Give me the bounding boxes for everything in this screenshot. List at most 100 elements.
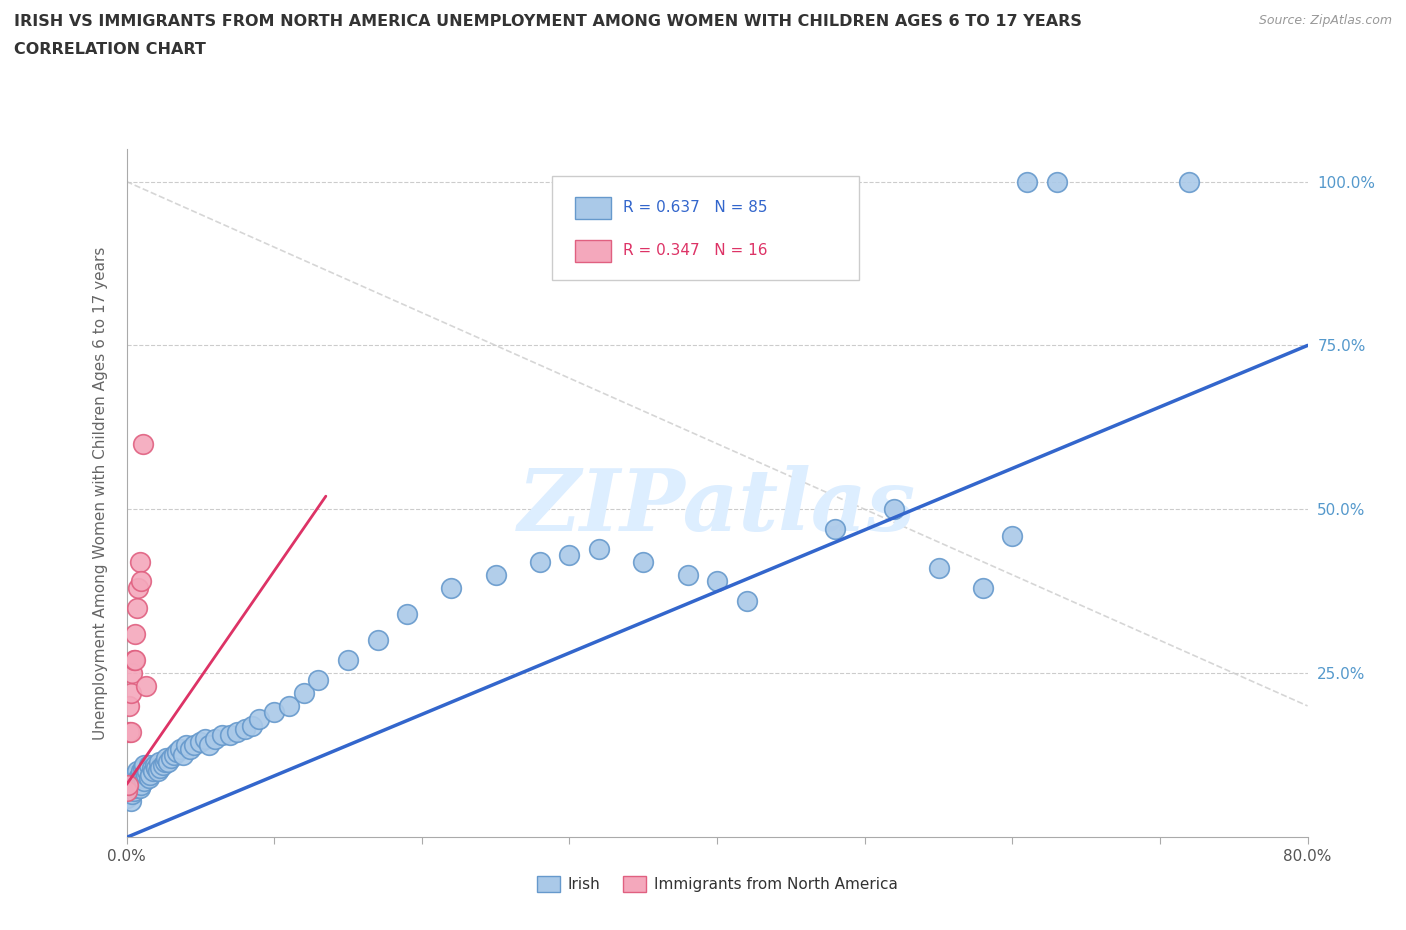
Point — [124, 767, 146, 782]
Bar — [575, 240, 610, 262]
Point — [529, 554, 551, 569]
Point — [115, 784, 138, 799]
Point — [141, 761, 163, 776]
Point — [1178, 174, 1201, 189]
Point — [115, 790, 138, 805]
Point — [122, 771, 145, 786]
Point — [179, 741, 201, 756]
Point — [367, 633, 389, 648]
Point — [118, 777, 141, 792]
Point — [558, 548, 581, 563]
Point — [128, 554, 150, 569]
Point — [292, 685, 315, 700]
Point — [198, 737, 221, 752]
Point — [156, 754, 179, 769]
Point — [166, 744, 188, 759]
Point — [134, 757, 156, 772]
Point — [163, 748, 186, 763]
Point — [149, 761, 172, 776]
Point — [132, 436, 155, 451]
Point — [160, 751, 183, 765]
Point — [120, 780, 142, 795]
Point — [1017, 174, 1039, 189]
Text: CORRELATION CHART: CORRELATION CHART — [14, 42, 205, 57]
Point — [337, 653, 360, 668]
Point — [169, 741, 191, 756]
Point — [928, 561, 950, 576]
Point — [172, 748, 194, 763]
Text: R = 0.637   N = 85: R = 0.637 N = 85 — [623, 200, 768, 215]
Point — [188, 735, 212, 750]
Point — [127, 580, 149, 595]
Point — [233, 722, 256, 737]
Point — [148, 754, 170, 769]
Point — [396, 606, 419, 621]
Point — [127, 774, 149, 789]
Point — [263, 705, 285, 720]
Point — [132, 761, 155, 776]
Point — [124, 627, 146, 642]
Point — [278, 698, 301, 713]
Point — [125, 600, 148, 615]
Point — [1001, 528, 1024, 543]
Point — [128, 780, 150, 795]
Point — [117, 777, 139, 792]
Point — [139, 767, 162, 782]
Point — [120, 724, 142, 739]
Point — [138, 771, 160, 786]
Point — [121, 666, 143, 681]
Point — [440, 580, 463, 595]
Point — [1046, 174, 1069, 189]
Point — [120, 685, 142, 700]
Bar — [575, 196, 610, 219]
Point — [127, 771, 149, 786]
Text: IRISH VS IMMIGRANTS FROM NORTH AMERICA UNEMPLOYMENT AMONG WOMEN WITH CHILDREN AG: IRISH VS IMMIGRANTS FROM NORTH AMERICA U… — [14, 14, 1083, 29]
Legend: Irish, Immigrants from North America: Irish, Immigrants from North America — [530, 870, 904, 898]
Point — [143, 757, 166, 772]
Point — [138, 757, 160, 772]
Point — [249, 711, 271, 726]
Point — [146, 764, 169, 779]
Point — [128, 767, 150, 782]
Point — [142, 764, 165, 779]
Point — [676, 567, 699, 582]
Point — [132, 771, 155, 786]
Point — [125, 777, 148, 792]
Point — [136, 764, 159, 779]
Point — [194, 731, 217, 746]
FancyBboxPatch shape — [551, 177, 859, 280]
Point — [226, 724, 249, 739]
Point — [174, 737, 197, 752]
Point — [972, 580, 994, 595]
Point — [129, 764, 153, 779]
Text: Source: ZipAtlas.com: Source: ZipAtlas.com — [1258, 14, 1392, 27]
Point — [120, 793, 142, 808]
Point — [211, 728, 233, 743]
Point — [145, 761, 167, 776]
Point — [484, 567, 508, 582]
Point — [588, 541, 610, 556]
Point — [121, 774, 143, 789]
Point — [308, 672, 330, 687]
Point — [124, 653, 146, 668]
Point — [118, 698, 141, 713]
Point — [883, 502, 905, 517]
Point — [135, 679, 157, 694]
Text: ZIPatlas: ZIPatlas — [517, 465, 917, 549]
Point — [633, 554, 655, 569]
Point — [117, 784, 139, 799]
Point — [134, 774, 156, 789]
Point — [706, 574, 728, 589]
Text: R = 0.347   N = 16: R = 0.347 N = 16 — [623, 243, 768, 258]
Point — [122, 784, 145, 799]
Point — [124, 780, 146, 795]
Point — [155, 751, 177, 765]
Point — [122, 653, 145, 668]
Point — [129, 574, 153, 589]
Y-axis label: Unemployment Among Women with Children Ages 6 to 17 years: Unemployment Among Women with Children A… — [93, 246, 108, 739]
Point — [735, 593, 758, 608]
Point — [204, 731, 226, 746]
Point — [824, 522, 846, 537]
Point — [240, 718, 263, 733]
Point — [125, 764, 148, 779]
